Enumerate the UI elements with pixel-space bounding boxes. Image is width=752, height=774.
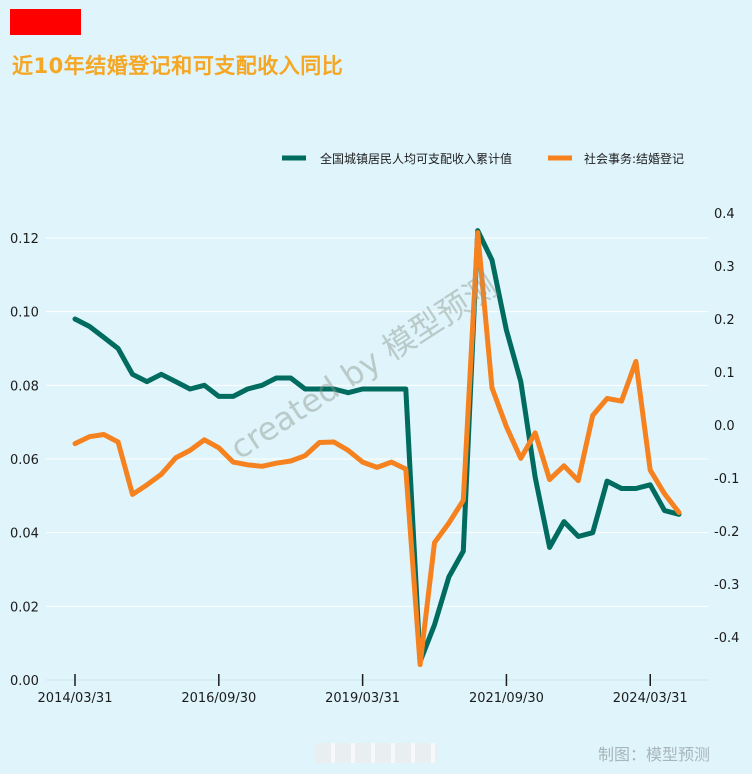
x-tick-label: 2021/09/30 xyxy=(469,691,544,706)
y-right-tick-label: -0.4 xyxy=(714,631,739,646)
x-tick-label: 2014/03/31 xyxy=(38,691,113,706)
y-right-tick-label: 0.3 xyxy=(714,260,735,275)
y-right-tick-label: 0.4 xyxy=(714,207,735,222)
grid-lines xyxy=(46,237,708,607)
y-right-tick-label: -0.2 xyxy=(714,525,739,540)
y-left-tick-label: 0.00 xyxy=(10,674,39,689)
x-tick-label: 2019/03/31 xyxy=(325,691,400,706)
y-left-tick-label: 0.10 xyxy=(10,306,39,321)
y-right-tick-label: 0.1 xyxy=(714,366,735,381)
legend-label-income: 全国城镇居民人均可支配收入累计值 xyxy=(320,151,512,166)
legend-label-marriage: 社会事务:结婚登记 xyxy=(584,151,684,166)
axes: 0.00 0.02 0.04 0.06 0.08 0.10 0.12 -0.4 -0.3 -0.2… xyxy=(10,207,739,706)
y-right-tick-label: -0.3 xyxy=(714,578,739,593)
chart-title: 近10年结婚登记和可支配收入同比 xyxy=(12,54,344,78)
series-line-income xyxy=(72,228,682,665)
y-right-tick-label: 0.0 xyxy=(714,419,735,434)
y-right-tick-label: 0.2 xyxy=(714,313,735,328)
x-tick-label: 2024/03/31 xyxy=(613,691,688,706)
x-tick-label: 2016/09/30 xyxy=(181,691,256,706)
blurred-text-bar xyxy=(315,743,437,763)
brand-logo-block xyxy=(10,9,81,35)
series-line-marriage xyxy=(72,230,682,668)
y-left-tick-label: 0.06 xyxy=(10,453,39,468)
series-lines xyxy=(72,228,682,668)
y-left-tick-label: 0.12 xyxy=(10,232,39,247)
legend: 全国城镇居民人均可支配收入累计值 社会事务:结婚登记 xyxy=(282,151,684,166)
y-right-tick-label: -0.1 xyxy=(714,472,739,487)
y-left-tick-label: 0.04 xyxy=(10,527,39,542)
source-label: 制图：模型预测 xyxy=(597,745,710,764)
y-left-tick-label: 0.02 xyxy=(10,600,39,615)
y-left-tick-label: 0.08 xyxy=(10,379,39,394)
